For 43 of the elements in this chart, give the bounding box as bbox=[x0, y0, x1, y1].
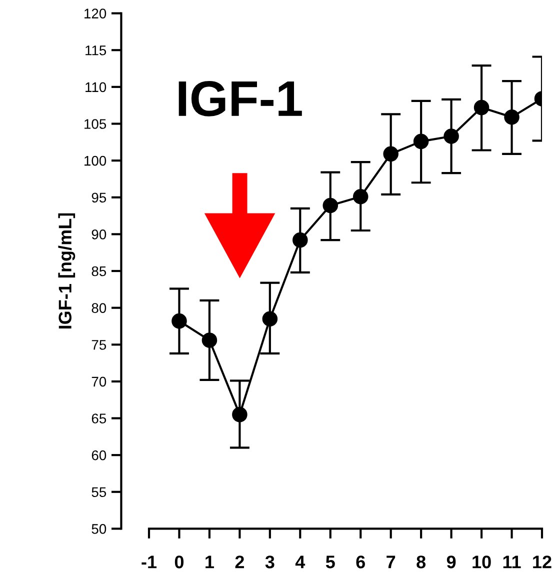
point bbox=[474, 100, 490, 116]
y-tick-label: 75 bbox=[92, 340, 106, 350]
point bbox=[444, 128, 459, 144]
x-tick-label: 5 bbox=[326, 556, 335, 568]
y-tick-label: 85 bbox=[92, 266, 106, 276]
point bbox=[172, 313, 187, 329]
x-tick-label: 9 bbox=[446, 556, 456, 568]
point bbox=[413, 134, 429, 150]
y-tick-label: 95 bbox=[92, 192, 106, 203]
y-tick-label: 60 bbox=[92, 450, 106, 460]
y-axis-title: IGF-1 [ng/mL] bbox=[58, 213, 76, 328]
point bbox=[352, 188, 368, 204]
point bbox=[202, 332, 218, 348]
x-tick-label: 7 bbox=[386, 556, 396, 568]
y-tick-label: 120 bbox=[84, 8, 106, 18]
x-tick-label: 12 bbox=[533, 556, 552, 568]
point bbox=[504, 109, 520, 125]
x-tick-label: -1 bbox=[142, 556, 157, 568]
point bbox=[383, 146, 398, 162]
x-tick-label: 4 bbox=[295, 556, 306, 568]
x-tick-label: 2 bbox=[235, 556, 244, 568]
x-tick-label: 11 bbox=[503, 556, 521, 568]
x-tick-label: 3 bbox=[265, 556, 274, 568]
y-tick-label: 110 bbox=[86, 82, 106, 92]
y-tick-label: 100 bbox=[84, 156, 106, 166]
y-tick-label: 80 bbox=[92, 303, 106, 313]
x-tick-label: 8 bbox=[416, 556, 426, 568]
point bbox=[262, 311, 278, 326]
x-tick-label: 10 bbox=[472, 556, 491, 568]
y-tick-label: 50 bbox=[92, 524, 106, 534]
point bbox=[322, 198, 338, 214]
y-tick-label: 105 bbox=[84, 119, 106, 129]
text: IGF-1 bbox=[178, 80, 302, 116]
y-tick-label: 55 bbox=[92, 487, 106, 498]
point bbox=[232, 406, 248, 422]
y-tick-label: 70 bbox=[92, 376, 106, 387]
x-tick-label: 0 bbox=[174, 556, 184, 568]
y-tick-label: 90 bbox=[92, 230, 106, 240]
y-tick-label: 115 bbox=[86, 46, 106, 56]
y-tick-label: 65 bbox=[92, 414, 106, 424]
x-tick-label: 1 bbox=[206, 556, 214, 568]
point bbox=[292, 232, 308, 248]
x-tick-label: 6 bbox=[356, 556, 365, 568]
